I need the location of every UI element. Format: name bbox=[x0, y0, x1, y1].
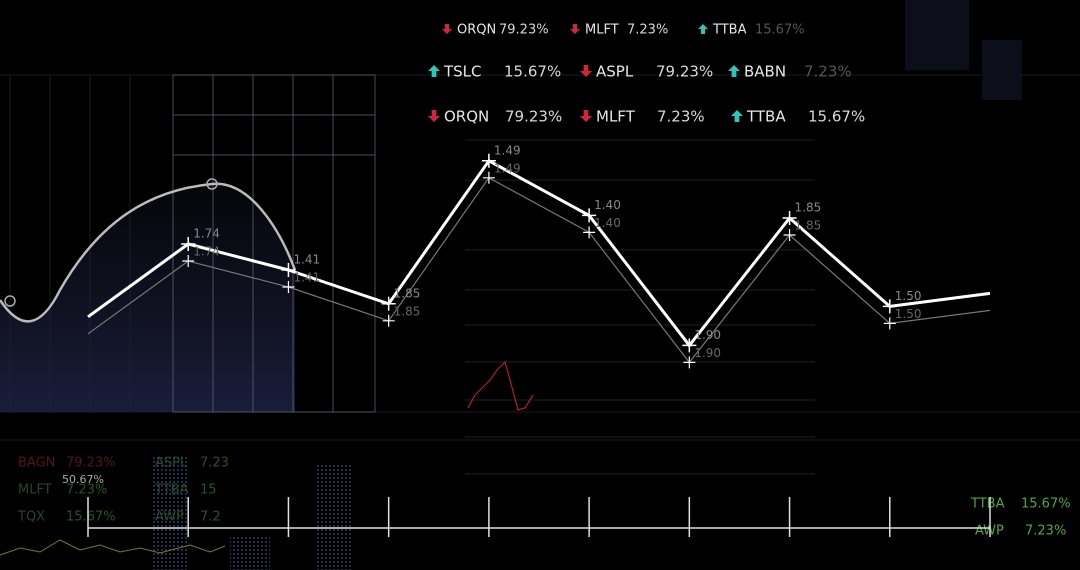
point-cross bbox=[181, 237, 196, 251]
point-label-shadow: 1.74 bbox=[193, 245, 220, 259]
point-label: 1.85 bbox=[795, 201, 822, 215]
ticker-change: 15.67% bbox=[808, 108, 865, 126]
point-label-shadow: 1.50 bbox=[895, 307, 922, 321]
point-label: 1.85 bbox=[394, 286, 421, 300]
ticker-change: 7.23% bbox=[66, 483, 107, 498]
arrow-up bbox=[728, 65, 740, 77]
ticker-symbol: TTBA bbox=[746, 108, 786, 126]
ticker-symbol: TTBA bbox=[970, 497, 1005, 512]
point-cross-shadow bbox=[482, 171, 495, 184]
point-label: 1.74 bbox=[193, 227, 220, 241]
arrow-down bbox=[442, 24, 452, 34]
ticker-change: 7.23% bbox=[804, 63, 852, 81]
ticker-change: 7.2 bbox=[200, 510, 221, 525]
point-label-shadow: 1.90 bbox=[694, 346, 721, 360]
decor-spark bbox=[467, 360, 534, 411]
decor-curve bbox=[0, 182, 297, 323]
ticker-change: 15.67% bbox=[1021, 497, 1071, 512]
mid-grid bbox=[465, 139, 815, 475]
point-cross-shadow bbox=[182, 255, 195, 267]
ticker-change: 7.23% bbox=[1025, 524, 1066, 539]
point-cross-shadow bbox=[282, 281, 295, 293]
ticker-symbol: BABN bbox=[744, 63, 786, 81]
point-cross bbox=[281, 263, 296, 277]
point-cross bbox=[582, 208, 597, 223]
ticker-change: 15.67% bbox=[755, 23, 805, 38]
ticker-symbol: AWP bbox=[155, 510, 184, 525]
arrow-down bbox=[570, 24, 580, 34]
point-cross-shadow bbox=[382, 314, 395, 327]
arrow-down bbox=[580, 110, 592, 122]
arrow-up bbox=[428, 65, 440, 77]
decor-bar bbox=[230, 535, 270, 570]
point-label: 1.90 bbox=[694, 328, 721, 342]
point-cross bbox=[682, 338, 697, 353]
ticker-symbol: MLFT bbox=[18, 483, 52, 498]
ticker-change: 79.23% bbox=[66, 456, 116, 471]
point-cross bbox=[381, 296, 396, 311]
point-cross-shadow bbox=[883, 317, 896, 330]
point-label: 1.40 bbox=[594, 198, 621, 212]
ticker-symbol: TSLC bbox=[443, 63, 482, 81]
decor-block bbox=[905, 0, 969, 70]
point-label-shadow: 1.41 bbox=[293, 271, 320, 285]
area-shade bbox=[0, 183, 295, 412]
decor-bar bbox=[315, 465, 351, 570]
ticker-change: 7.23% bbox=[627, 23, 668, 38]
ticker-symbol: BAGN bbox=[18, 456, 55, 471]
ticker-symbol: ASPL bbox=[596, 63, 634, 81]
line-shadow bbox=[87, 177, 991, 364]
ticker-change: 7.23 bbox=[200, 456, 229, 471]
arrow-down bbox=[428, 110, 440, 122]
ticker-symbol: TQX bbox=[17, 510, 45, 525]
decor-block bbox=[982, 40, 1022, 100]
ticker-symbol: TTBA bbox=[712, 23, 747, 38]
ticker-change: 15.67% bbox=[66, 510, 116, 525]
ticker-symbol: ORQN bbox=[444, 108, 489, 126]
ticker-change: 15 bbox=[200, 483, 217, 498]
point-cross bbox=[481, 153, 496, 168]
decor-circle bbox=[206, 178, 218, 190]
point-label-shadow: 1.85 bbox=[795, 219, 822, 233]
panel-grid bbox=[172, 74, 376, 413]
point-cross-shadow bbox=[783, 229, 796, 241]
line bbox=[87, 159, 991, 347]
ticker-note: 50.67% bbox=[62, 473, 104, 486]
ticker-change: 15.67% bbox=[504, 63, 561, 81]
arrow-down bbox=[580, 65, 592, 77]
ticker-symbol: MLFT bbox=[585, 23, 619, 38]
ticker-symbol: MLFT bbox=[596, 108, 636, 126]
ticker-symbol: ASPL bbox=[155, 456, 188, 471]
ticker-symbol: TTBA bbox=[154, 483, 189, 498]
point-label: 1.50 bbox=[895, 289, 922, 303]
point-cross-shadow bbox=[583, 226, 596, 239]
arrow-up bbox=[698, 24, 708, 34]
arrow-up bbox=[731, 110, 743, 122]
ticker-change: 79.23% bbox=[656, 63, 713, 81]
ticker-change: 79.23% bbox=[505, 108, 562, 126]
point-cross bbox=[782, 211, 797, 225]
point-label: 1.41 bbox=[293, 253, 320, 267]
ticker-change: 7.23% bbox=[657, 108, 705, 126]
point-cross bbox=[882, 299, 897, 314]
point-label-shadow: 1.49 bbox=[494, 161, 521, 175]
ticker-change: 79.23% bbox=[499, 23, 549, 38]
chart-layer: ORQN 79.23% MLFT 7.23% TTBA 15.67%TSLC 15.67% A… bbox=[17, 23, 1071, 539]
point-cross-shadow bbox=[683, 356, 696, 369]
decor-spark bbox=[0, 539, 226, 556]
point-label-shadow: 1.40 bbox=[594, 216, 621, 230]
point-label: 1.49 bbox=[494, 143, 521, 157]
point-label-shadow: 1.85 bbox=[394, 304, 421, 318]
ticker-symbol: ORQN bbox=[457, 23, 496, 38]
decor-circle bbox=[4, 295, 16, 307]
